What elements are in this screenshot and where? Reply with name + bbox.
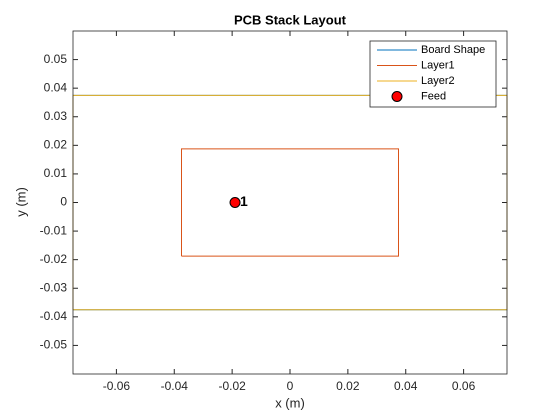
x-tick-label: 0.06 bbox=[452, 379, 476, 393]
y-tick-label: 0.05 bbox=[44, 52, 68, 66]
feed-point bbox=[229, 197, 241, 208]
y-tick-label: -0.01 bbox=[40, 223, 68, 237]
x-tick-label: 0 bbox=[287, 379, 294, 393]
x-axis-label: x (m) bbox=[275, 395, 305, 410]
legend-label: Layer1 bbox=[421, 59, 455, 71]
y-tick-label: 0 bbox=[60, 195, 67, 209]
y-tick-label: -0.03 bbox=[40, 280, 68, 294]
x-tick-label: -0.04 bbox=[161, 379, 189, 393]
legend-marker bbox=[391, 91, 403, 102]
x-tick-label: -0.02 bbox=[218, 379, 246, 393]
y-tick-label: 0.02 bbox=[44, 138, 68, 152]
y-tick-label: 0.03 bbox=[44, 109, 68, 123]
x-tick-label: 0.04 bbox=[394, 379, 418, 393]
legend-label: Board Shape bbox=[421, 44, 485, 56]
series-line bbox=[181, 148, 399, 257]
point-label: 1 bbox=[240, 193, 248, 209]
chart-title: PCB Stack Layout bbox=[234, 12, 347, 27]
y-tick-label: 0.01 bbox=[44, 166, 68, 180]
y-tick-label: 0.04 bbox=[44, 80, 68, 94]
x-tick-label: -0.06 bbox=[103, 379, 131, 393]
legend-label: Feed bbox=[421, 90, 446, 102]
y-tick-label: -0.02 bbox=[40, 252, 68, 266]
legend-box bbox=[369, 40, 497, 108]
y-axis-label: y (m) bbox=[13, 187, 28, 217]
legend-label: Layer2 bbox=[421, 75, 455, 87]
y-tick-label: -0.04 bbox=[40, 309, 68, 323]
x-tick-label: 0.02 bbox=[336, 379, 360, 393]
axes-box bbox=[72, 30, 508, 375]
y-tick-label: -0.05 bbox=[40, 338, 68, 352]
